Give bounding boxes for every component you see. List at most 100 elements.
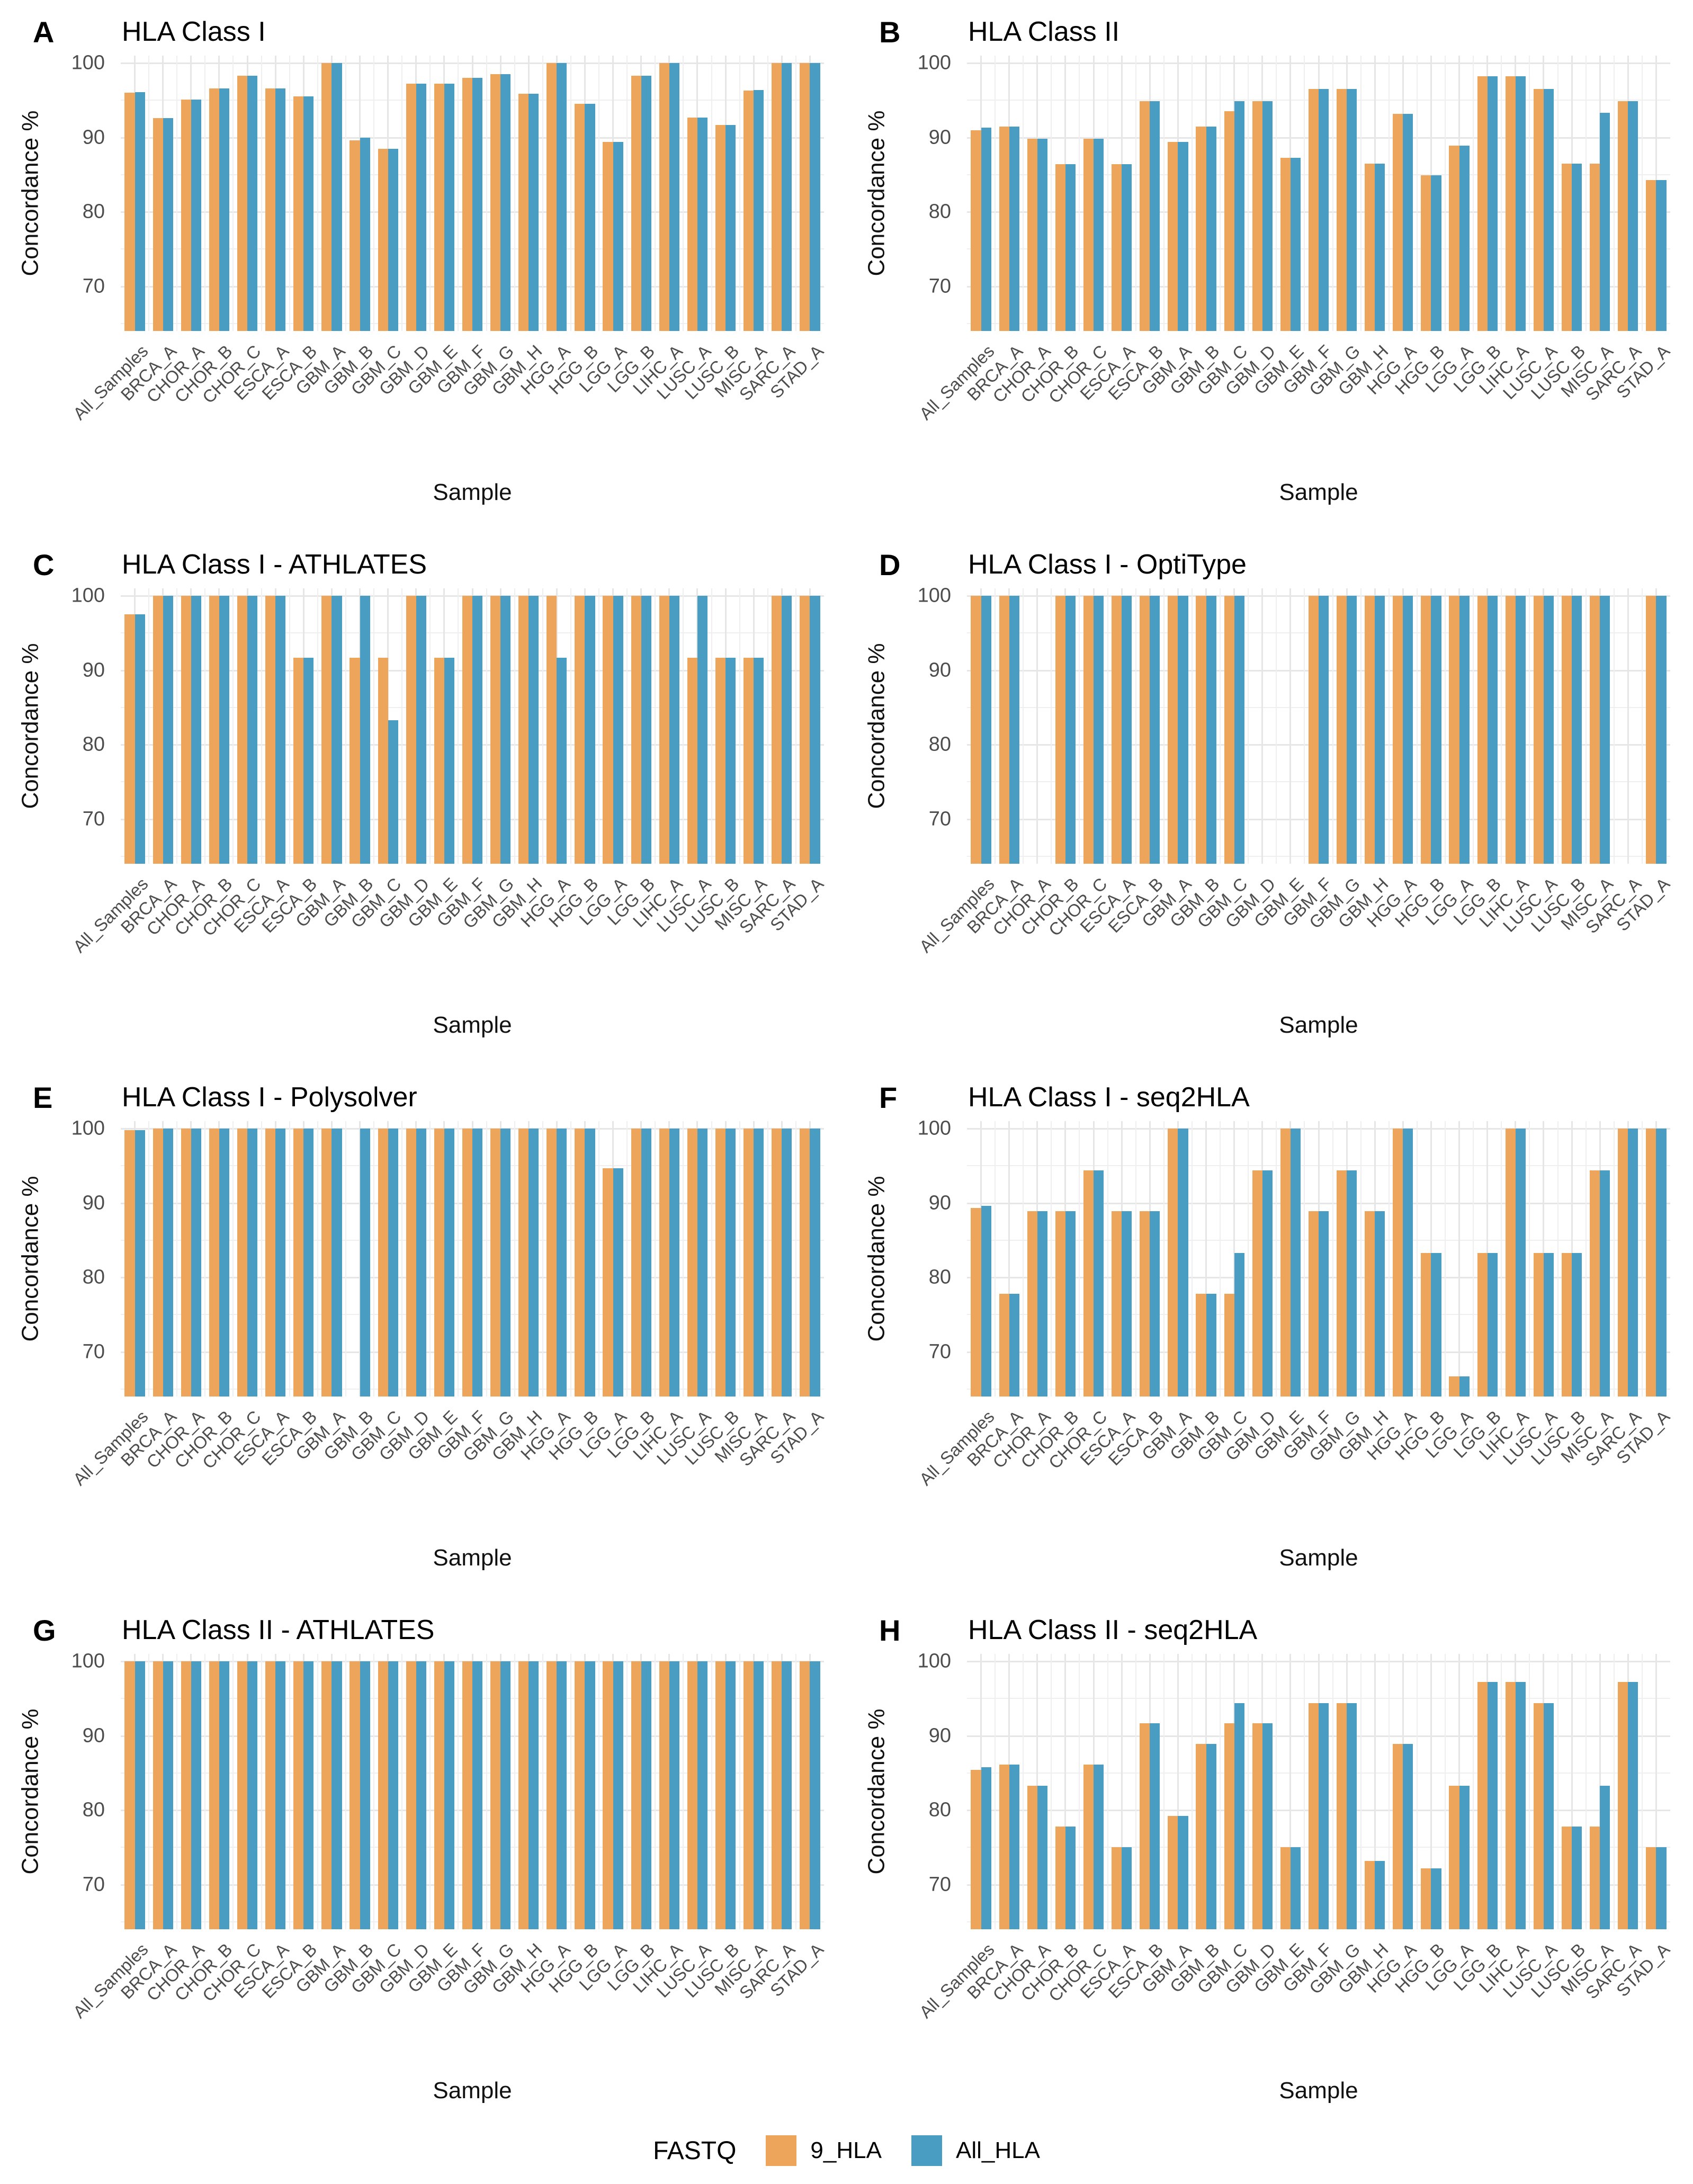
bar-9_HLA-LIHC_A [659,1129,669,1397]
bar-All_HLA-All_Samples [135,1661,145,1929]
bar-All_HLA-LIHC_A [1515,1129,1526,1397]
y-tick-labels: 70 80 90 100 [903,585,959,864]
gridline-vertical-minor [1332,1121,1333,1397]
gridline-vertical-minor [486,1121,487,1397]
y-tick-labels: 70 80 90 100 [57,52,112,331]
bar-9_HLA-GBM_C [378,1661,388,1929]
bar-9_HLA-LGG_A [603,1661,613,1929]
bar-9_HLA-GBM_D [406,84,416,331]
gridline-vertical-minor [626,56,628,331]
gridline-vertical-minor [1023,56,1024,331]
gridline-vertical-minor [1529,1654,1530,1929]
bar-All_HLA-CHOR_B [1065,1827,1076,1929]
bar-All_HLA-BRCA_A [1009,1765,1019,1929]
panel-title: HLA Class I - OptiType [968,549,1247,580]
gridline-vertical-minor [458,588,459,864]
gridline-vertical-minor [1248,1121,1249,1397]
y-tick-label: 80 [928,733,951,756]
gridline-vertical-minor [711,588,712,864]
gridline-vertical-minor [1473,1654,1474,1929]
gridline-vertical-minor [1051,588,1052,864]
bar-All_HLA-GBM_H [528,1661,539,1929]
bar-All_HLA-GBM_H [528,93,539,331]
bar-9_HLA-LGG_A [1449,596,1459,864]
bar-All_HLA-LUSC_A [697,1129,708,1397]
gridline-vertical-minor [1416,588,1418,864]
gridline-vertical-minor [1135,56,1136,331]
bar-9_HLA-GBM_G [1336,1170,1347,1397]
y-tick-label: 100 [71,1117,105,1140]
gridline-vertical-minor [1079,588,1080,864]
bar-9_HLA-LGG_A [1449,146,1459,331]
y-axis-title-text: Concordance % [17,110,44,276]
bar-All_HLA-GBM_F [472,78,483,331]
bar-9_HLA-GBM_D [1252,1723,1262,1929]
gridline-vertical [1374,1654,1376,1929]
bar-All_HLA-LIHC_A [669,1661,679,1929]
gridline-vertical-minor [1248,56,1249,331]
gridline-vertical-minor [570,1121,571,1397]
bar-All_HLA-GBM_B [360,596,370,864]
panel-tag: C [33,548,55,581]
gridline-vertical-minor [1107,56,1108,331]
bar-All_HLA-GBM_F [1319,1211,1329,1397]
bar-All_HLA-BRCA_A [1009,1294,1019,1397]
gridline-vertical-minor [1304,1121,1305,1397]
bar-All_HLA-LUSC_A [697,117,708,331]
legend: FASTQ 9_HLA All_HLA [0,2122,1693,2180]
bar-All_HLA-CHOR_A [1037,139,1047,331]
bar-All_HLA-GBM_B [1206,1294,1216,1397]
gridline-vertical-minor [261,588,262,864]
gridline-vertical-minor [795,56,796,331]
bar-9_HLA-LIHC_A [659,1661,669,1929]
bar-All_HLA-HGG_A [1403,1129,1413,1397]
bar-All_HLA-LUSC_B [1572,1252,1582,1397]
bar-9_HLA-LUSC_B [1561,163,1572,331]
bar-9_HLA-MISC_A [1590,1170,1600,1397]
gridline-vertical-minor [683,588,684,864]
gridline-vertical [1627,588,1629,864]
gridline-vertical-minor [317,1121,318,1397]
bar-9_HLA-HGG_B [575,596,585,864]
gridline-vertical-minor [345,56,346,331]
bar-9_HLA-MISC_A [1590,1827,1600,1929]
gridline-vertical-minor [289,588,290,864]
gridline-vertical-minor [486,1654,487,1929]
bar-9_HLA-SARC_A [1618,1129,1628,1397]
bar-9_HLA-GBM_E [434,84,444,331]
gridline-vertical-minor [345,588,346,864]
y-tick-labels: 70 80 90 100 [903,1117,959,1397]
bar-9_HLA-MISC_A [1590,596,1600,864]
y-axis-title: Concordance % [4,1121,57,1397]
bar-9_HLA-GBM_C [1224,596,1234,864]
gridline-vertical-minor [1529,56,1530,331]
bar-9_HLA-LGG_A [603,596,613,864]
gridline-vertical [1458,1121,1461,1397]
y-axis-title-text: Concordance % [17,643,44,809]
y-tick-labels: 70 80 90 100 [903,52,959,331]
bar-All_HLA-GBM_B [360,137,370,331]
y-tick-label: 80 [82,1798,105,1821]
gridline-vertical-minor [401,1121,403,1397]
panel-title: HLA Class I [122,16,266,47]
gridline-vertical-minor [1416,1654,1418,1929]
bar-9_HLA-GBM_F [1308,89,1319,331]
gridline-vertical-minor [373,1121,375,1397]
gridline-vertical-minor [1135,1654,1136,1929]
gridline-vertical-minor [767,588,768,864]
bar-9_HLA-LUSC_B [1561,1252,1572,1397]
bar-All_HLA-ESCA_B [1150,101,1160,331]
bar-All_HLA-GBM_C [388,1661,398,1929]
gridline-vertical-minor [1332,56,1333,331]
bar-9_HLA-ESCA_B [293,657,304,864]
bar-All_HLA-CHOR_A [191,1661,201,1929]
bar-9_HLA-HGG_A [1393,1129,1403,1397]
bar-9_HLA-BRCA_A [153,1661,163,1929]
legend-swatch-allhla [911,2135,942,2166]
bar-9_HLA-GBM_A [321,63,332,331]
bar-All_HLA-ESCA_A [1122,596,1132,864]
bar-All_HLA-GBM_A [332,596,342,864]
bar-All_HLA-HGG_B [1431,1252,1441,1397]
bar-9_HLA-LUSC_A [1533,89,1544,331]
gridline-vertical-minor [1304,56,1305,331]
